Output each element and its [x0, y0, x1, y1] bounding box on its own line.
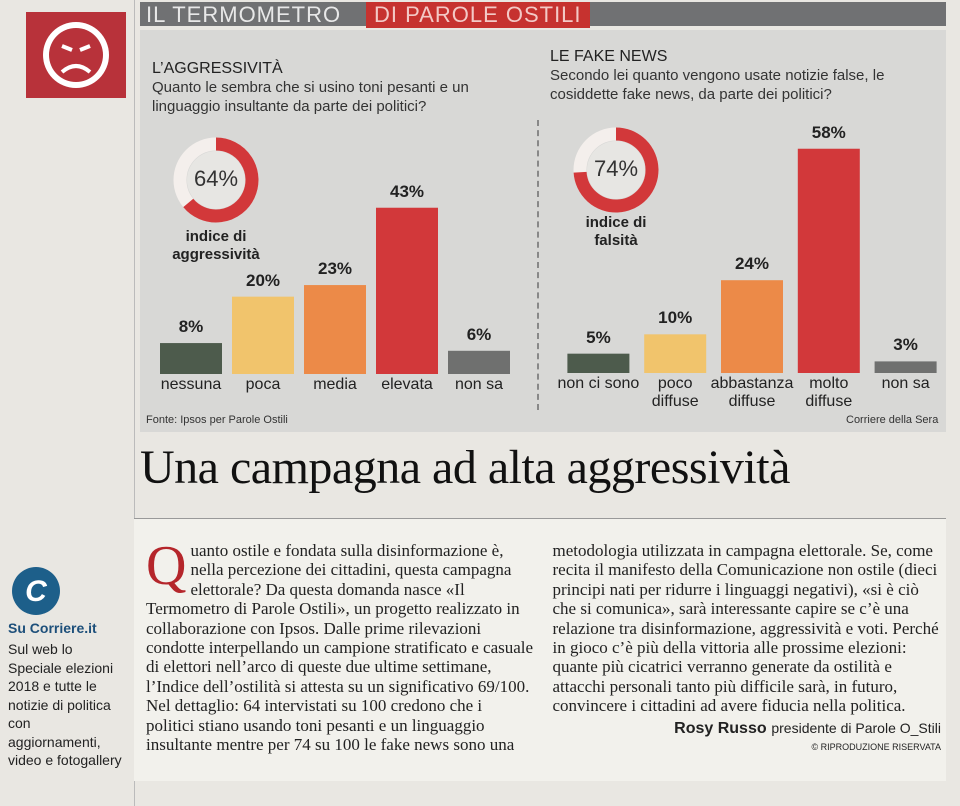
bar [304, 285, 366, 374]
category-label: media [313, 376, 357, 393]
credit: Corriere della Sera [846, 414, 939, 426]
bar [448, 350, 510, 374]
article-text: uanto ostile e fondata sulla disinformaz… [146, 541, 939, 755]
chart-question: Quanto le sembra che si usino toni pesan… [152, 79, 469, 115]
sidebar-title: Su Corriere.it [8, 620, 97, 636]
chart-title: L’AGGRESSIVITÀ [152, 60, 283, 77]
index-caption: indice di falsità [585, 214, 647, 249]
header-title: DI PAROLE OSTILI [366, 2, 590, 28]
donut-label: 74% [593, 156, 639, 181]
bar [874, 361, 937, 373]
header-title: IL TERMOMETRO [146, 2, 342, 27]
corriere-logo: C [12, 567, 60, 615]
value-label: 24% [734, 254, 769, 274]
source: Fonte: Ipsos per Parole Ostili [146, 414, 288, 426]
chart-question: Secondo lei quanto vengono usate notizie… [550, 67, 885, 103]
value-label: 23% [317, 259, 353, 279]
bar [721, 280, 783, 373]
value-label: 3% [893, 335, 918, 355]
author-role: presidente di Parole O_Stili [771, 719, 941, 736]
category-label: molto diffuse [805, 375, 853, 410]
bar [644, 334, 707, 373]
value-label: 6% [466, 324, 492, 344]
sidebar-text: Sul web lo Speciale elezioni 2018 e tutt… [8, 641, 122, 768]
dropcap: Q [146, 535, 187, 597]
category-label: nessuna [160, 376, 222, 393]
bar [376, 207, 438, 374]
donut-arc [573, 127, 659, 213]
bar [232, 296, 294, 374]
category-label: elevata [381, 376, 433, 393]
signature: Rosy Russo presidente di Parole O_Stili [553, 718, 941, 738]
value-label: 5% [586, 327, 611, 347]
headline: Una campagna ad alta aggressività [140, 441, 790, 494]
category-label: non ci sono [557, 375, 640, 392]
chart-title: LE FAKE NEWS [550, 48, 668, 65]
logo-letter: C [25, 575, 48, 608]
angry-icon [26, 12, 126, 98]
bar [160, 343, 222, 374]
category-label: non sa [454, 376, 504, 393]
divider [537, 120, 539, 410]
bar [797, 148, 860, 373]
rights: © RIPRODUZIONE RISERVATA [811, 742, 941, 753]
value-label: 20% [245, 270, 281, 290]
value-label: 10% [658, 308, 693, 328]
value-label: 58% [811, 122, 846, 142]
category-label: abbastanza diffuse [710, 375, 794, 410]
value-label: 8% [178, 317, 204, 337]
value-label: 43% [389, 181, 425, 201]
donut-label: 64% [193, 166, 239, 191]
donut-center [587, 141, 645, 199]
category-label: poca [245, 376, 281, 393]
bar [567, 353, 630, 373]
sidebar [0, 0, 135, 806]
donut-arc [183, 137, 259, 223]
category-label: poco diffuse [651, 375, 699, 410]
category-label: non sa [881, 375, 930, 392]
author: Rosy Russo [674, 719, 767, 737]
donut-center [187, 151, 245, 209]
index-caption: indice di aggressività [172, 228, 260, 263]
